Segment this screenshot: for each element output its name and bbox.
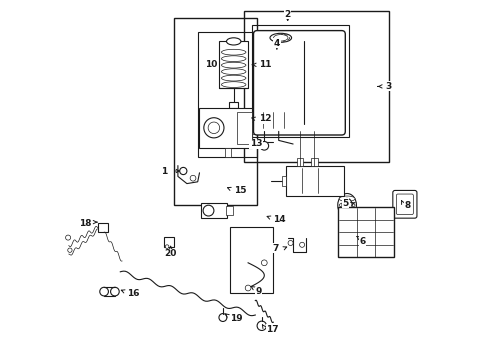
Text: 15: 15 [233, 186, 245, 195]
Circle shape [208, 122, 219, 134]
Text: 19: 19 [230, 314, 242, 323]
Circle shape [203, 118, 224, 138]
Text: 18: 18 [79, 219, 91, 228]
Bar [230, 227, 273, 293]
Bar [225, 148, 231, 157]
Ellipse shape [339, 202, 354, 208]
Bar [199, 108, 251, 148]
Text: 11: 11 [258, 60, 271, 69]
Bar [219, 41, 247, 88]
Bar [229, 102, 238, 108]
Ellipse shape [226, 38, 241, 45]
Bar [310, 158, 317, 166]
Circle shape [190, 175, 196, 181]
Bar [244, 11, 387, 162]
Text: 14: 14 [273, 215, 285, 224]
FancyBboxPatch shape [392, 190, 416, 218]
Ellipse shape [269, 33, 291, 42]
Circle shape [244, 285, 250, 291]
Text: 20: 20 [164, 249, 177, 258]
Text: 1: 1 [161, 166, 167, 175]
Text: 13: 13 [249, 139, 262, 148]
Circle shape [110, 287, 119, 296]
Bar [226, 206, 232, 215]
Bar [201, 203, 226, 218]
Bar [251, 122, 258, 134]
Circle shape [299, 242, 304, 247]
Text: 7: 7 [272, 244, 278, 253]
Text: 17: 17 [265, 325, 278, 334]
Bar [337, 207, 393, 257]
Bar [251, 25, 348, 137]
Ellipse shape [273, 35, 287, 41]
Bar [98, 223, 107, 232]
Circle shape [100, 287, 108, 296]
Circle shape [65, 235, 70, 240]
Ellipse shape [342, 198, 351, 212]
Text: 12: 12 [258, 114, 271, 123]
Circle shape [257, 321, 266, 330]
Circle shape [179, 167, 186, 175]
Circle shape [287, 240, 292, 246]
Ellipse shape [339, 209, 354, 214]
Circle shape [260, 141, 268, 150]
Text: 10: 10 [204, 60, 217, 69]
Text: 16: 16 [127, 289, 140, 298]
Text: 5: 5 [342, 199, 348, 208]
FancyBboxPatch shape [253, 31, 345, 135]
Bar [282, 176, 285, 186]
Text: 3: 3 [384, 82, 390, 91]
Circle shape [261, 260, 266, 266]
Circle shape [165, 245, 168, 248]
Circle shape [219, 314, 226, 321]
Bar [296, 158, 303, 166]
Bar [285, 166, 343, 196]
Text: 8: 8 [404, 201, 410, 210]
Text: 6: 6 [359, 237, 365, 246]
Bar [197, 32, 257, 157]
Bar [237, 112, 251, 144]
Text: 2: 2 [284, 10, 290, 19]
Text: 4: 4 [273, 39, 280, 48]
Circle shape [203, 205, 213, 216]
Bar [163, 237, 173, 247]
Bar [174, 18, 257, 205]
Circle shape [68, 248, 72, 252]
Ellipse shape [337, 194, 356, 217]
Text: 9: 9 [255, 287, 261, 296]
Ellipse shape [339, 196, 354, 202]
